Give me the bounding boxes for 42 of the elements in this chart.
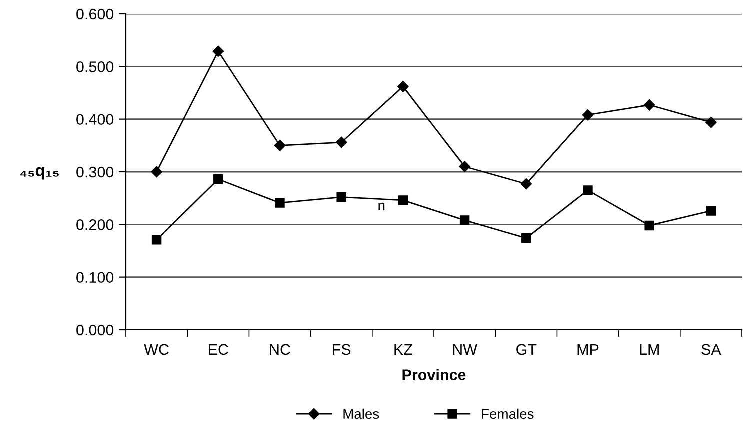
y-tick-label: 0.500 — [76, 62, 114, 72]
x-tick-label: LM — [640, 344, 659, 355]
y-axis-title: ₄₅q₁₅ — [20, 167, 59, 180]
point — [398, 81, 409, 92]
legend-label: Females — [482, 408, 534, 420]
point — [520, 178, 532, 190]
x-tick-label: KZ — [394, 344, 412, 355]
x-axis-title: Province — [402, 369, 466, 380]
y-tick-label: 0.200 — [76, 220, 114, 230]
point — [706, 206, 716, 216]
y-tick-label: 0.400 — [76, 114, 114, 126]
point — [644, 220, 654, 231]
point — [706, 116, 717, 128]
annotation: n — [378, 202, 385, 210]
point — [336, 192, 346, 202]
point — [583, 186, 593, 196]
x-tick-label: NW — [453, 344, 478, 355]
legend-label: Males — [344, 408, 380, 420]
y-tick-label: 0.600 — [76, 8, 114, 20]
y-tick-label: 0.000 — [76, 324, 114, 336]
y-tick-label: 0.100 — [76, 272, 114, 284]
point — [460, 216, 470, 226]
point — [398, 196, 408, 206]
x-tick-label: GT — [516, 344, 537, 356]
point — [151, 166, 162, 178]
x-tick-label: NC — [270, 344, 290, 356]
x-tick-label: WC — [144, 344, 169, 356]
point — [522, 234, 532, 244]
x-tick-label: FS — [333, 344, 351, 356]
point — [336, 136, 348, 148]
point — [459, 161, 470, 172]
point — [582, 110, 594, 121]
point — [274, 140, 286, 152]
x-tick-label: MP — [578, 344, 599, 355]
point — [644, 100, 656, 111]
x-tick-label: EC — [209, 344, 228, 356]
point — [214, 174, 224, 184]
point — [275, 198, 285, 208]
point — [212, 46, 224, 57]
y-tick-label: 0.300 — [76, 166, 114, 178]
x-tick-label: SA — [702, 344, 722, 356]
point — [152, 235, 162, 245]
